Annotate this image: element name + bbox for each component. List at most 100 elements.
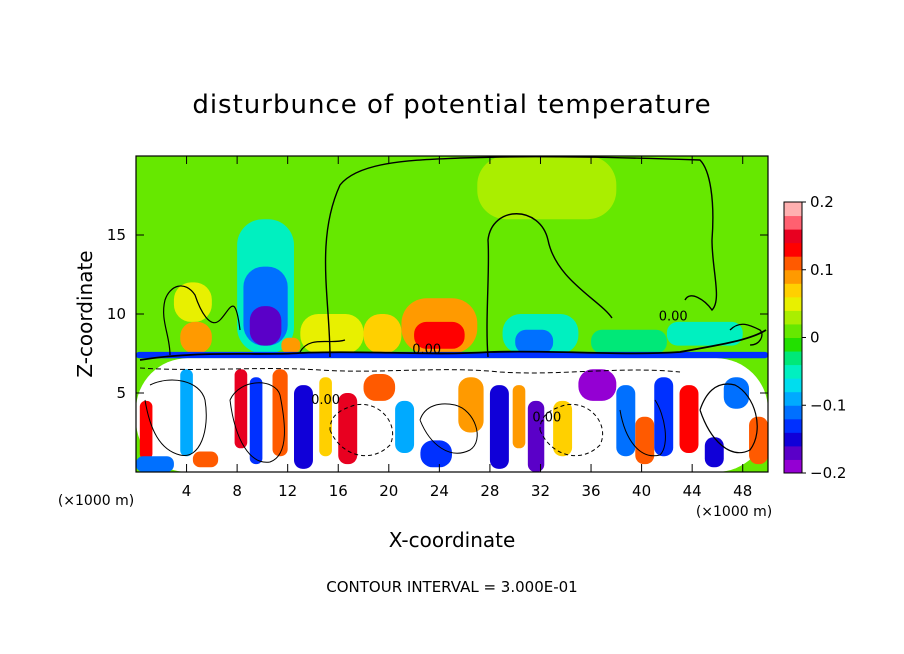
x-unit-label: (×1000 m) <box>696 504 772 520</box>
heatmap-cell <box>192 451 219 468</box>
x-tick-label: 16 <box>329 482 348 500</box>
heatmap-cell <box>281 337 301 354</box>
x-tick-label: 40 <box>632 482 651 500</box>
colorbar-segment <box>784 445 802 460</box>
colorbar-segment <box>784 256 802 271</box>
heatmap-cell <box>139 400 153 460</box>
y-tick-label: 5 <box>116 384 126 402</box>
colorbar-segment <box>784 229 802 244</box>
heatmap-cell <box>249 377 263 465</box>
colorbar-segment <box>784 337 802 352</box>
heatmap-cell <box>458 377 484 433</box>
heatmap-cell <box>591 329 667 354</box>
x-tick-label: 36 <box>581 482 600 500</box>
x-tick-label: 8 <box>232 482 242 500</box>
heatmap-cell <box>527 400 545 472</box>
heatmap-cell <box>319 377 332 457</box>
heatmap-cell <box>363 314 402 354</box>
y-unit-label: (×1000 m) <box>58 493 134 509</box>
heatmap-cell <box>414 321 465 349</box>
y-axis: 5 10 15 <box>107 226 768 402</box>
x-tick-label: 28 <box>480 482 499 500</box>
colorbar-segment <box>784 310 802 325</box>
heatmap-cell <box>294 385 313 469</box>
contour-lines <box>139 156 767 463</box>
heatmap-cell <box>249 306 282 346</box>
contour-line <box>144 379 207 456</box>
colorbar-segment <box>784 202 802 217</box>
heatmap-cell <box>272 369 288 457</box>
colorbar-segment <box>784 269 802 284</box>
heatmap-cell <box>679 385 699 454</box>
heatmap-cell <box>616 385 636 457</box>
contour-line <box>324 156 718 358</box>
contour-labels: 0.00 0.00 0.00 0.00 <box>311 309 688 425</box>
heatmap-cell <box>180 369 193 457</box>
x-tick-label: 20 <box>379 482 398 500</box>
heatmap-cell <box>180 321 212 354</box>
heatmap-cell <box>666 321 743 346</box>
contour-label: 0.00 <box>311 393 340 408</box>
contour-line <box>139 367 681 374</box>
colorbar-tick-label: 0.1 <box>810 261 834 279</box>
y-tick-label: 15 <box>107 226 126 244</box>
contour-line <box>419 403 478 454</box>
heatmap-cell <box>234 369 248 449</box>
contour-label: 0.00 <box>659 309 688 324</box>
colorbar-segment <box>784 296 802 311</box>
x-axis-label: X-coordinate <box>389 528 516 552</box>
heatmap-cell <box>723 377 750 409</box>
colorbar-segment <box>784 432 802 447</box>
x-tick-label: 24 <box>430 482 449 500</box>
y-axis-label: Z-coordinate <box>73 250 97 377</box>
contour-line <box>329 403 393 457</box>
heatmap-cell <box>553 400 573 457</box>
colorbar-segment <box>784 283 802 298</box>
colorbar-segment <box>784 323 802 338</box>
heatmap-cell <box>704 437 724 468</box>
heatmap-cell <box>578 369 617 401</box>
heatmap-cell <box>395 400 415 454</box>
contour-line <box>163 285 241 356</box>
contour-label: 0.00 <box>412 343 441 358</box>
y-tick-label: 10 <box>107 305 126 323</box>
heatmap-cell <box>512 385 526 449</box>
heatmap-cell <box>477 156 617 220</box>
x-tick-label: 4 <box>182 482 192 500</box>
colorbar-segment <box>784 391 802 406</box>
contour-line <box>729 323 763 346</box>
heatmap-cell <box>173 282 212 322</box>
colorbar: 0.2 0.1 0 −0.1 −0.2 <box>783 193 846 482</box>
contour-line <box>619 399 666 457</box>
colorbar-segment <box>784 459 802 474</box>
contour-line <box>699 383 758 454</box>
heatmap-cell <box>489 385 509 469</box>
colorbar-segment <box>784 351 802 366</box>
contour-label: 0.00 <box>532 410 561 425</box>
x-tick-label: 48 <box>733 482 752 500</box>
colorbar-tick-label: 0 <box>810 329 820 347</box>
heatmap-cell <box>635 416 655 465</box>
colorbar-segment <box>784 242 802 257</box>
heatmap-cell <box>338 393 358 465</box>
heatmap-cell <box>363 374 396 401</box>
chart-title: disturbunce of potential temperature <box>192 90 711 120</box>
colorbar-tick-label: −0.1 <box>810 396 846 414</box>
x-tick-label: 12 <box>278 482 297 500</box>
contour-line <box>139 329 767 361</box>
colorbar-segment <box>784 418 802 433</box>
contour-line <box>486 213 613 358</box>
heatmap-cell <box>749 416 768 465</box>
x-tick-label: 44 <box>683 482 702 500</box>
heatmap-cells <box>136 156 768 472</box>
heatmap-cell <box>654 377 674 457</box>
contour-line <box>299 339 346 353</box>
colorbar-segment <box>784 215 802 230</box>
heatmap-cell <box>136 456 174 472</box>
contour-line <box>229 382 285 463</box>
colorbar-tick-label: 0.2 <box>810 193 834 211</box>
colorbar-segment <box>784 378 802 393</box>
heatmap-cell <box>420 440 452 468</box>
heatmap-cell <box>300 314 364 354</box>
